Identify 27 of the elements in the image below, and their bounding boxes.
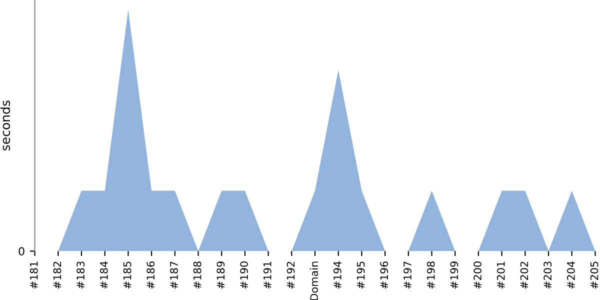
y-axis-title: seconds [0, 100, 10, 150]
x-tick-label: #205 [590, 262, 598, 289]
x-tick-label: #196 [380, 261, 388, 289]
x-tick-label: #199 [450, 262, 458, 289]
annotation: 0 [18, 247, 24, 256]
x-tick-label: #184 [100, 261, 108, 289]
x-tick-label: #203 [544, 262, 552, 289]
x-tick-label: #187 [170, 262, 178, 289]
x-tick-label: #200 [474, 262, 482, 289]
x-tick-label: #195 [356, 262, 365, 289]
x-tick-label: #190 [240, 262, 248, 289]
x-tick-label: #194 [333, 261, 342, 289]
x-tick-label: #204 [566, 261, 575, 289]
x-tick-label: #192 [286, 262, 295, 289]
x-tick-label: Domain [310, 262, 318, 300]
x-tick-label: #183 [76, 262, 85, 289]
x-tick-label: #197 [404, 262, 412, 289]
x-tick-label: #189 [216, 262, 225, 289]
x-tick-label: #198 [426, 262, 435, 289]
x-tick-label: #182 [53, 262, 62, 289]
x-tick-label: #186 [146, 261, 155, 289]
x-tick-label: #188 [193, 262, 202, 289]
x-tick-label: #201 [496, 262, 505, 289]
x-tick-label: #191 [263, 262, 272, 289]
x-tick-label: #202 [520, 262, 528, 289]
x-tick-label: #185 [123, 262, 132, 289]
x-tick-label: #181 [30, 262, 38, 289]
